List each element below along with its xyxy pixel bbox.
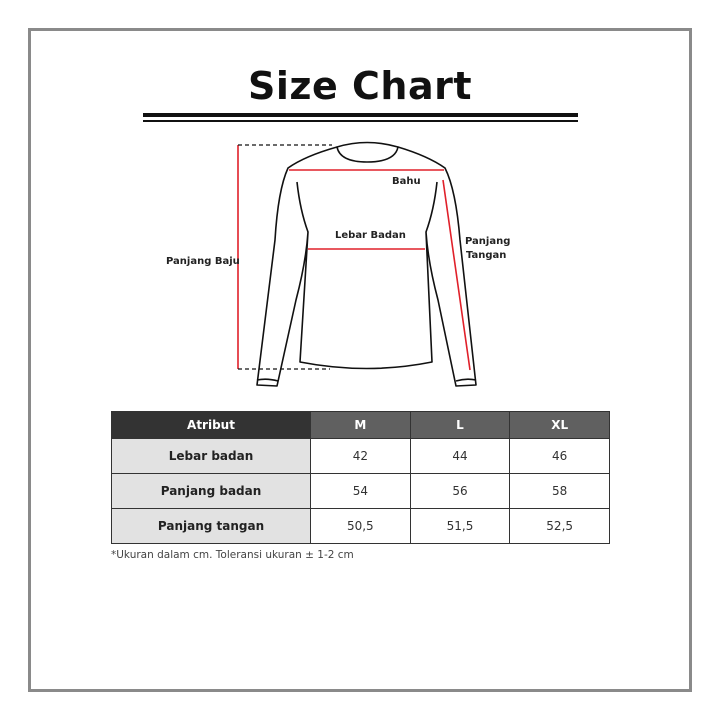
table-row: Lebar badan 42 44 46	[111, 438, 610, 474]
sleeve-length-line	[442, 179, 471, 371]
cell-value: 56	[409, 473, 511, 509]
size-note: *Ukuran dalam cm. Toleransi ukuran ± 1-2…	[111, 549, 354, 561]
right-cuff	[455, 378, 477, 382]
cell-value: 54	[310, 473, 411, 509]
page-title: Size Chart	[247, 64, 472, 108]
left-armhole	[296, 181, 309, 233]
cell-value: 50,5	[310, 508, 411, 544]
right-armhole	[425, 181, 438, 233]
title-divider-thick	[143, 113, 578, 117]
row-label: Panjang badan	[111, 473, 311, 509]
cell-value: 42	[310, 438, 411, 474]
left-cuff	[256, 378, 279, 382]
cell-value: 58	[509, 473, 610, 509]
table-header-row: Atribut M L XL	[111, 411, 610, 439]
cell-value: 44	[409, 438, 511, 474]
row-label: Lebar badan	[111, 438, 311, 474]
row-label: Panjang tangan	[111, 508, 311, 544]
title-divider-thin	[143, 120, 578, 122]
header-size-l: L	[409, 411, 511, 439]
label-sleeve-length-1: Panjang	[465, 236, 511, 247]
header-attribute: Atribut	[111, 411, 311, 439]
table-row: Panjang tangan 50,5 51,5 52,5	[111, 508, 610, 544]
cell-value: 51,5	[409, 508, 511, 544]
header-size-m: M	[310, 411, 411, 439]
label-body-length: Panjang Baju	[166, 256, 240, 267]
cell-value: 52,5	[509, 508, 610, 544]
cell-value: 46	[509, 438, 610, 474]
label-shoulder: Bahu	[392, 176, 421, 187]
label-body-width: Lebar Badan	[335, 230, 406, 241]
size-table: Atribut M L XL Lebar badan 42 44 46 Panj…	[111, 411, 610, 544]
label-sleeve-length-2: Tangan	[466, 250, 507, 261]
shirt-outline	[256, 146, 477, 387]
outer-frame	[28, 28, 692, 692]
measure-lines	[237, 145, 471, 371]
table-row: Panjang badan 54 56 58	[111, 473, 610, 509]
header-size-xl: XL	[509, 411, 610, 439]
shirt-collar	[336, 141, 399, 163]
